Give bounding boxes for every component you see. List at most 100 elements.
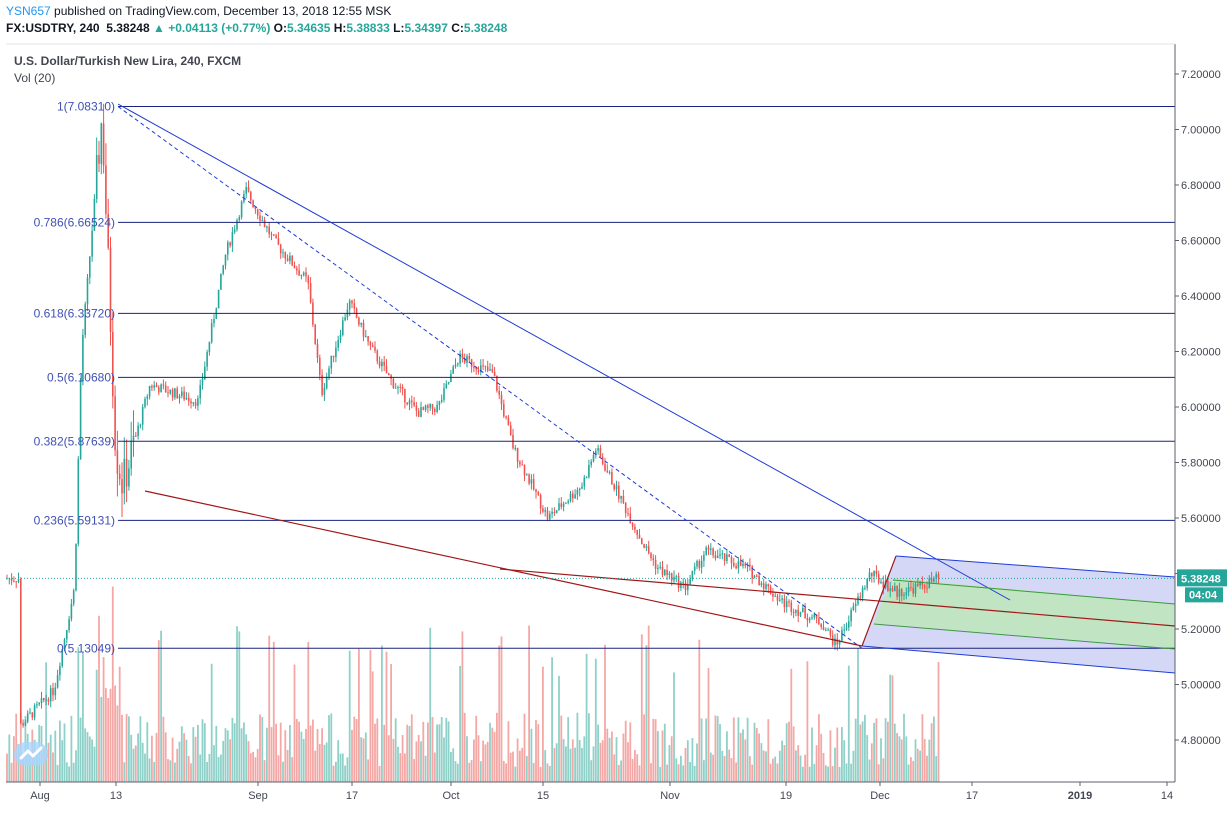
- candle-body: [620, 496, 622, 499]
- volume-bar: [910, 757, 912, 782]
- volume-bar: [493, 731, 496, 782]
- candle-body: [436, 404, 438, 412]
- fib-level-label: 0.5(6.10680): [47, 370, 115, 384]
- candle-body: [401, 387, 404, 389]
- candle-body: [36, 704, 38, 706]
- candle-body: [595, 450, 597, 455]
- candle-body: [222, 265, 224, 274]
- volume-bar: [581, 747, 583, 782]
- volume-bar: [371, 671, 374, 782]
- candle-body: [689, 578, 691, 585]
- candle-body: [335, 347, 337, 358]
- volume-bar: [498, 645, 501, 782]
- candle-body: [887, 580, 889, 591]
- volume-bar: [569, 748, 572, 782]
- candle-body: [825, 630, 827, 632]
- y-tick-label: 6.40000: [1181, 291, 1221, 303]
- volume-bar: [378, 765, 381, 782]
- candle-body: [783, 598, 786, 608]
- candle-body: [622, 496, 625, 503]
- candle-body: [636, 529, 638, 536]
- volume-bar: [139, 716, 142, 782]
- volume-bar: [509, 752, 512, 782]
- volume-bar: [436, 724, 438, 782]
- candle-body: [811, 617, 813, 619]
- x-tick-label: 2019: [1068, 790, 1092, 802]
- author-link[interactable]: YSN657: [6, 4, 51, 18]
- volume-bar: [215, 725, 218, 782]
- candle-body: [176, 388, 178, 399]
- candle-body: [224, 254, 227, 266]
- volume-bar: [293, 664, 296, 782]
- candle-body: [848, 621, 850, 628]
- candle-body: [744, 563, 747, 566]
- volume-bar: [590, 760, 593, 782]
- volume-bar: [912, 761, 915, 782]
- volume-bar: [893, 723, 896, 782]
- volume-bar: [875, 718, 878, 782]
- volume-bar: [302, 738, 305, 782]
- volume-bar: [491, 727, 494, 782]
- candle-body: [923, 585, 926, 588]
- volume-bar: [514, 766, 517, 782]
- candle-body: [629, 513, 632, 524]
- candle-body: [652, 558, 655, 560]
- volume-bar: [461, 631, 464, 782]
- pitchfork-upper: [895, 555, 1176, 578]
- volume-bar: [429, 627, 432, 782]
- tradingview-logo-icon[interactable]: [14, 742, 48, 766]
- candle-body: [268, 226, 270, 235]
- volume-bar: [703, 760, 705, 782]
- candle-body: [415, 405, 418, 411]
- volume-bar: [937, 661, 940, 782]
- candle-body: [95, 155, 98, 199]
- volume-legend: Vol (20): [14, 71, 56, 85]
- y-tick-label: 5.60000: [1181, 513, 1221, 525]
- candle-body: [293, 265, 296, 269]
- volume-bar: [125, 713, 128, 782]
- volume-bar: [475, 715, 478, 782]
- volume-bar: [174, 762, 176, 782]
- volume-bar: [841, 727, 843, 782]
- candle-body: [279, 244, 282, 254]
- volume-bar: [919, 750, 921, 782]
- volume-bar: [854, 718, 857, 782]
- candle-body: [673, 576, 675, 581]
- pitchfork-inner-upper: [892, 579, 1176, 605]
- candle-body: [470, 359, 473, 367]
- volume-bar: [454, 761, 457, 782]
- volume-bar: [693, 765, 696, 782]
- volume-bar: [850, 763, 852, 782]
- volume-bar: [866, 735, 869, 782]
- candle-body: [712, 548, 714, 556]
- volume-bar: [689, 762, 691, 782]
- candle-body: [323, 388, 326, 395]
- volume-bar: [91, 739, 93, 782]
- volume-bar: [507, 721, 510, 782]
- candle-body: [399, 386, 402, 388]
- volume-bar: [686, 740, 689, 782]
- candle-body: [535, 489, 537, 493]
- volume-bar: [392, 738, 395, 782]
- volume-bar: [864, 714, 866, 782]
- volume-bar: [123, 762, 126, 782]
- candle-body: [827, 629, 829, 631]
- volume-bar: [778, 750, 781, 782]
- volume-bar: [776, 763, 779, 782]
- candle-body: [348, 300, 351, 310]
- candle-body: [491, 369, 494, 372]
- ohlc-header: FX:USDTRY, 240 5.38248 ▲ +0.04113 (+0.77…: [6, 21, 507, 35]
- candle-body: [245, 187, 247, 194]
- volume-bar: [114, 685, 116, 782]
- volume-bar: [928, 739, 931, 782]
- volume-bar: [815, 745, 818, 782]
- candle-body: [381, 361, 383, 367]
- candle-body: [742, 563, 744, 566]
- volume-bar: [236, 626, 238, 782]
- candle-body: [148, 386, 151, 397]
- volume-bar: [829, 730, 832, 782]
- candle-body: [760, 583, 763, 585]
- volume-bar: [450, 752, 452, 782]
- candle-body: [707, 547, 710, 550]
